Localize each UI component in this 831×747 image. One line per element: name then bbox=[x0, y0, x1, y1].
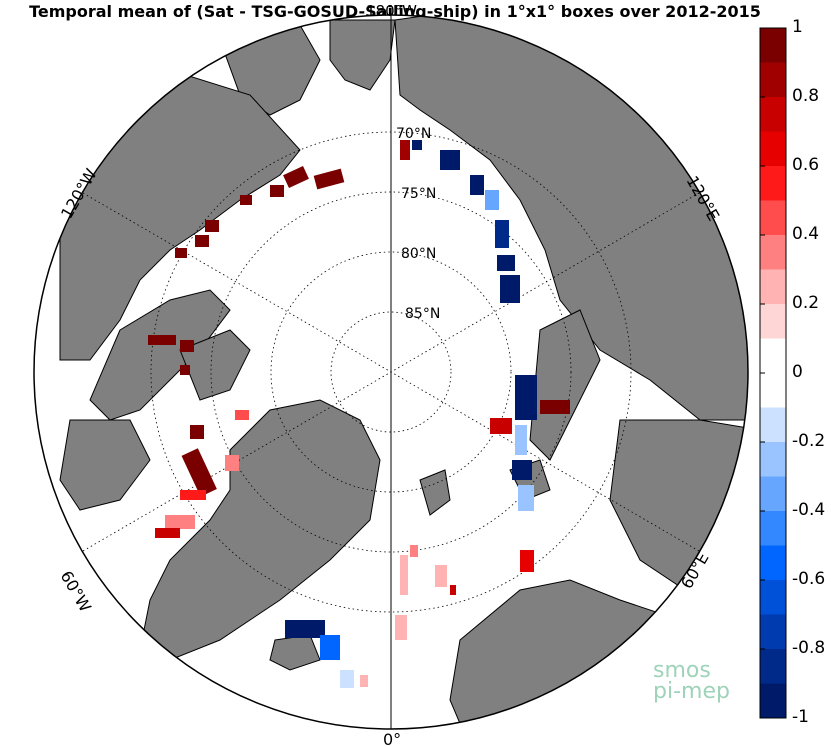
colorbar-segment bbox=[760, 580, 786, 615]
colorbar-segment bbox=[760, 476, 786, 512]
colorbar-tick-label: 0.2 bbox=[792, 293, 820, 313]
colorbar-segment bbox=[760, 649, 786, 684]
lat-label-75: 75°N bbox=[401, 186, 436, 202]
map-disk bbox=[34, 15, 748, 729]
colorbar-segment bbox=[760, 62, 786, 98]
colorbar-tick-label: 0 bbox=[792, 362, 803, 382]
colorbar-segment bbox=[760, 269, 786, 305]
lat-label-85: 85°N bbox=[405, 306, 440, 322]
colorbar-segment bbox=[760, 200, 786, 236]
colorbar-segment bbox=[760, 407, 786, 443]
colorbar-tick-label: -0.8 bbox=[792, 638, 826, 658]
colorbar-segment bbox=[760, 338, 786, 374]
map-title: Temporal mean of (Sat - TSG-GOSUD-Sailin… bbox=[29, 2, 761, 21]
colorbar-segment bbox=[760, 97, 786, 132]
colorbar-tick-label: 0.8 bbox=[792, 86, 820, 106]
colorbar-segment bbox=[760, 511, 786, 546]
logo-text-smos: smos bbox=[653, 658, 711, 683]
colorbar-segment bbox=[760, 304, 786, 339]
colorbar-segment bbox=[760, 683, 786, 719]
colorbar-tick-label: -0.2 bbox=[792, 431, 826, 451]
data-boxes bbox=[148, 140, 570, 688]
colorbar-tick-label: 0.6 bbox=[792, 155, 820, 175]
lon-label-0: 0° bbox=[383, 730, 401, 747]
colorbar-segment bbox=[760, 442, 786, 477]
lat-label-70: 70°N bbox=[396, 126, 431, 142]
lon-label-60w: 60°W bbox=[57, 568, 96, 616]
lat-label-80: 80°N bbox=[401, 246, 436, 262]
logo-text-pimep: pi-mep bbox=[653, 679, 730, 704]
colorbar bbox=[760, 27, 786, 719]
lon-label-180: 180°W bbox=[366, 2, 417, 20]
colorbar-segment bbox=[760, 166, 786, 201]
colorbar-segment bbox=[760, 28, 786, 63]
colorbar-tick-label: -1 bbox=[792, 707, 809, 727]
colorbar-tick-label: 0.4 bbox=[792, 224, 820, 244]
colorbar-tick-label: -0.4 bbox=[792, 500, 826, 520]
colorbar-segment bbox=[760, 614, 786, 650]
colorbar-segment bbox=[760, 373, 786, 408]
colorbar-segment bbox=[760, 235, 786, 270]
colorbar-tick-label: -0.6 bbox=[792, 569, 826, 589]
colorbar-segment bbox=[760, 131, 786, 167]
colorbar-segment bbox=[760, 545, 786, 581]
colorbar-tick-label: 1 bbox=[792, 17, 803, 37]
